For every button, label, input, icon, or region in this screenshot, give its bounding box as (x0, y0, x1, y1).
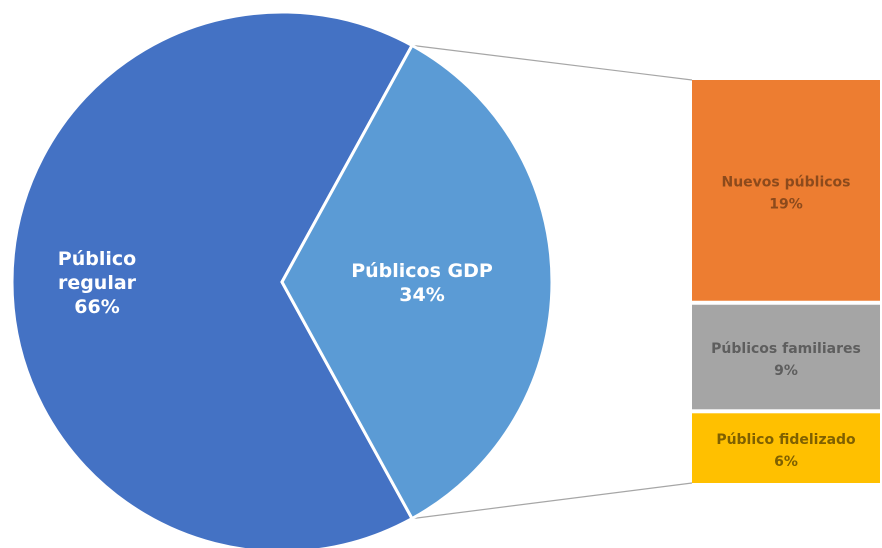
bar-value-label: 19% (769, 196, 803, 212)
bar-value-label: 6% (774, 454, 798, 470)
bar-value-label: 9% (774, 363, 798, 379)
pie: Público regular 66% Públicos GDP 34% (10, 10, 554, 548)
pie-value-label: 66% (74, 296, 119, 318)
connector-line-bottom (411, 482, 693, 520)
breakdown-bar: Nuevos públicos 19%Públicos familiares 9%P… (692, 80, 880, 483)
pie-slice-publicos-gdp (280, 43, 554, 521)
pie-label-publico-regular: Público regular 66% (58, 248, 137, 318)
bar-label-name: Públicos familiares (711, 341, 861, 357)
bar-segment-publico-fidelizado (692, 413, 880, 483)
connector-lines (411, 44, 693, 520)
pie-label-line: Públicos GDP (351, 260, 493, 282)
pie-slice-publico-regular (10, 10, 415, 548)
connector-line-top (411, 44, 693, 81)
pie-label-line: Público (58, 248, 136, 270)
bar-label-name: Público fidelizado (716, 432, 856, 448)
bar-label-name: Nuevos públicos (722, 174, 851, 190)
pie-label-line: regular (58, 272, 137, 294)
bar-label-nuevos-publicos: Nuevos públicos 19% (722, 174, 851, 212)
pie-label-publicos-gdp: Públicos GDP 34% (351, 260, 493, 306)
bar-label-publico-fidelizado: Público fidelizado 6% (716, 432, 856, 470)
pie-value-label: 34% (399, 284, 444, 306)
bar-segment-publicos-familiares (692, 304, 880, 410)
bar-label-publicos-familiares: Públicos familiares 9% (711, 341, 861, 379)
bar-segment-nuevos-publicos (692, 80, 880, 301)
